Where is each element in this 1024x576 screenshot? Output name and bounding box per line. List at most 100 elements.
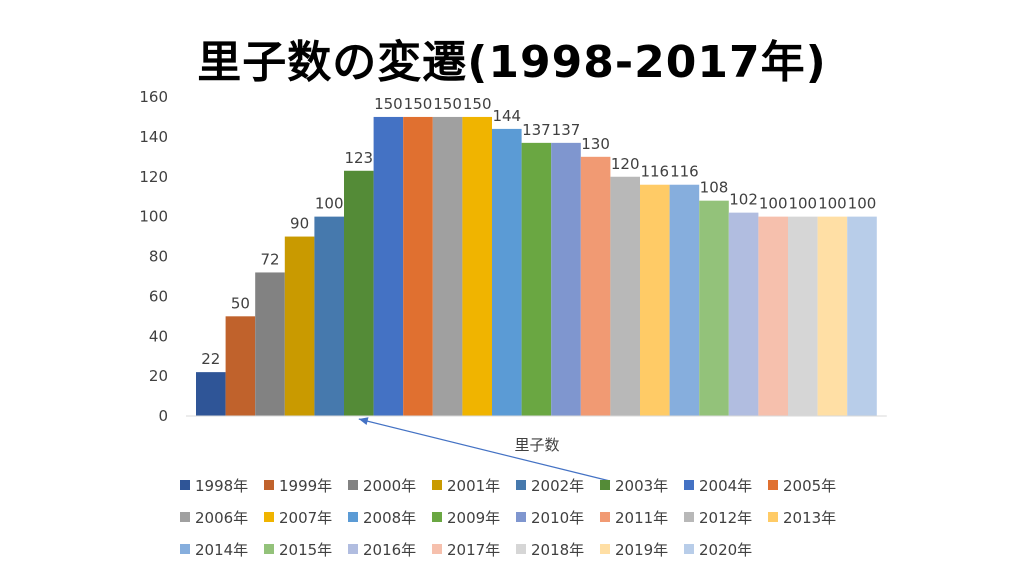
legend-item: 2006年 — [180, 505, 264, 529]
data-label: 100 — [848, 195, 877, 213]
data-label: 116 — [640, 163, 669, 181]
legend-swatch — [180, 480, 190, 490]
legend-item: 2000年 — [348, 473, 432, 497]
legend-swatch — [684, 512, 694, 522]
legend-label: 2000年 — [363, 476, 417, 495]
chart-title: 里子数の変遷(1998-2017年) — [197, 37, 827, 88]
data-label: 120 — [611, 155, 640, 173]
data-label: 100 — [759, 195, 788, 213]
y-tick-label: 160 — [139, 88, 168, 106]
bar-2007年 — [462, 116, 492, 416]
arrow-line — [358, 418, 611, 482]
data-label: 150 — [374, 95, 403, 113]
legend-item: 2004年 — [684, 473, 768, 497]
legend-swatch — [432, 544, 442, 554]
data-label: 137 — [522, 121, 551, 139]
legend-label: 2017年 — [447, 540, 501, 559]
bar-2013年 — [640, 184, 670, 416]
legend-label: 2007年 — [279, 508, 333, 527]
legend-swatch — [348, 512, 358, 522]
legend-label: 2005年 — [783, 476, 837, 495]
y-tick-label: 140 — [139, 128, 168, 146]
legend-label: 1999年 — [279, 476, 333, 495]
bar-2000年 — [255, 272, 285, 416]
bar-2004年 — [373, 116, 404, 416]
legend-swatch — [432, 480, 442, 490]
data-label: 150 — [404, 95, 433, 113]
legend-swatch — [684, 544, 694, 554]
bar-2006年 — [432, 116, 463, 416]
legend-label: 2003年 — [615, 476, 669, 495]
data-label: 72 — [260, 250, 279, 268]
legend-label: 2006年 — [195, 508, 249, 527]
bar-2003年 — [344, 170, 374, 416]
legend-label: 2016年 — [363, 540, 417, 559]
legend-swatch — [600, 512, 610, 522]
legend-item: 2014年 — [180, 537, 264, 561]
bar-1999年 — [225, 316, 256, 416]
legend-swatch — [180, 544, 190, 554]
annotation-arrow — [358, 417, 611, 482]
y-tick-label: 0 — [158, 407, 168, 425]
bar-2011年 — [580, 156, 611, 416]
data-label: 130 — [581, 135, 610, 153]
bar-1998年 — [196, 372, 226, 416]
data-label: 50 — [231, 294, 250, 312]
y-axis: 0 20 40 60 80 100 120 140 160 — [139, 88, 168, 425]
legend-swatch — [516, 480, 526, 490]
legend-swatch — [432, 512, 442, 522]
legend-label: 2012年 — [699, 508, 753, 527]
legend-label: 2015年 — [279, 540, 333, 559]
data-label: 150 — [433, 95, 462, 113]
legend-label: 2001年 — [447, 476, 501, 495]
legend-item: 2009年 — [432, 505, 516, 529]
bar-2001年 — [284, 236, 315, 416]
legend-label: 2014年 — [195, 540, 249, 559]
legend: 1998年 1999年 2000年 2001年 2002年 2003年 2004年 2005年… — [180, 473, 870, 561]
legend-label: 2008年 — [363, 508, 417, 527]
data-label: 137 — [552, 121, 581, 139]
legend-item: 2005年 — [768, 473, 852, 497]
legend-swatch — [684, 480, 694, 490]
y-tick-label: 20 — [149, 367, 168, 385]
legend-swatch — [768, 512, 778, 522]
legend-label: 2011年 — [615, 508, 669, 527]
legend-item: 2011年 — [600, 505, 684, 529]
legend-swatch — [768, 480, 778, 490]
bar-2005年 — [403, 116, 433, 416]
x-axis-label: 里子数 — [514, 436, 559, 454]
y-tick-label: 60 — [149, 287, 168, 305]
legend-label: 2013年 — [783, 508, 837, 527]
legend-item: 2020年 — [684, 537, 768, 561]
data-label: 150 — [463, 95, 492, 113]
bar-2002年 — [314, 216, 344, 416]
bar-2014年 — [669, 184, 700, 416]
legend-item: 2012年 — [684, 505, 768, 529]
legend-item: 2010年 — [516, 505, 600, 529]
bar-2018年 — [788, 216, 818, 416]
data-label: 90 — [290, 215, 309, 233]
y-tick-label: 100 — [139, 208, 168, 226]
legend-item: 2007年 — [264, 505, 348, 529]
legend-item: 2003年 — [600, 473, 684, 497]
legend-item: 2013年 — [768, 505, 852, 529]
legend-item: 1998年 — [180, 473, 264, 497]
arrow-head — [358, 417, 369, 426]
bar-2008年 — [492, 128, 522, 416]
legend-swatch — [264, 544, 274, 554]
legend-swatch — [180, 512, 190, 522]
legend-item: 1999年 — [264, 473, 348, 497]
bars — [196, 116, 877, 416]
legend-label: 2019年 — [615, 540, 669, 559]
legend-label: 1998年 — [195, 476, 249, 495]
bar-2016年 — [728, 212, 759, 416]
legend-label: 2010年 — [531, 508, 585, 527]
legend-label: 2004年 — [699, 476, 753, 495]
legend-label: 2009年 — [447, 508, 501, 527]
legend-swatch — [516, 544, 526, 554]
legend-label: 2018年 — [531, 540, 585, 559]
legend-swatch — [264, 512, 274, 522]
legend-item: 2018年 — [516, 537, 600, 561]
